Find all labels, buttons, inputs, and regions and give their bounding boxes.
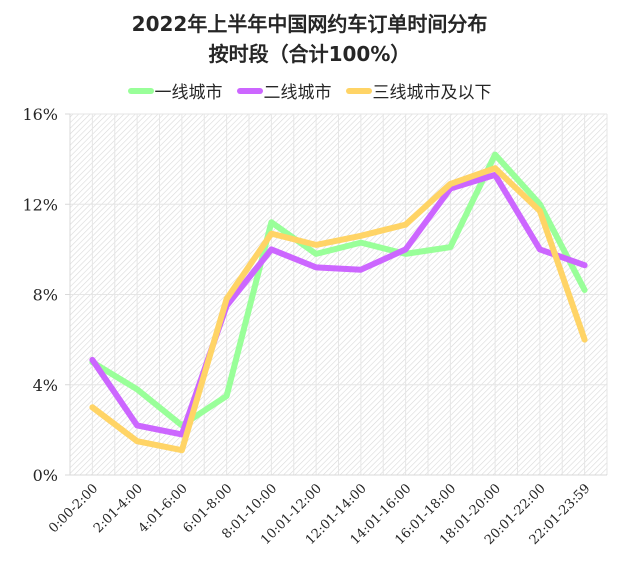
series-line-1[interactable] — [89, 151, 588, 429]
series-line-3[interactable] — [89, 165, 588, 454]
legend-item-tier3[interactable]: 三线城市及以下 — [345, 78, 492, 103]
x-axis: 0:00-2:002:01-4:004:01-6:006:01-8:008:01… — [46, 474, 607, 548]
legend-label-tier2: 二线城市 — [263, 83, 332, 103]
legend-swatch-tier1 — [127, 87, 154, 94]
legend-swatch-tier2 — [236, 87, 263, 94]
legend-label-tier1: 一线城市 — [154, 83, 223, 103]
y-tick-label: 0% — [33, 466, 58, 485]
y-tick-label: 8% — [33, 286, 58, 305]
y-axis: 0% 4% 8% 12% 16% — [22, 105, 71, 485]
series-line-2[interactable] — [89, 171, 588, 438]
legend-swatch-tier3 — [345, 87, 372, 94]
data-series — [89, 151, 588, 454]
legend-item-tier2[interactable]: 二线城市 — [236, 78, 332, 103]
legend-item-tier1[interactable]: 一线城市 — [127, 78, 223, 103]
y-tick-label: 16% — [22, 105, 58, 124]
chart-title: 2022年上半年中国网约车订单时间分布 — [131, 12, 488, 36]
chart-subtitle: 按时段（合计100%） — [208, 42, 411, 66]
legend-label-tier3: 三线城市及以下 — [372, 83, 492, 103]
chart-legend: 一线城市 二线城市 三线城市及以下 — [0, 78, 619, 103]
y-tick-label: 12% — [22, 195, 58, 214]
y-tick-label: 4% — [33, 376, 58, 395]
